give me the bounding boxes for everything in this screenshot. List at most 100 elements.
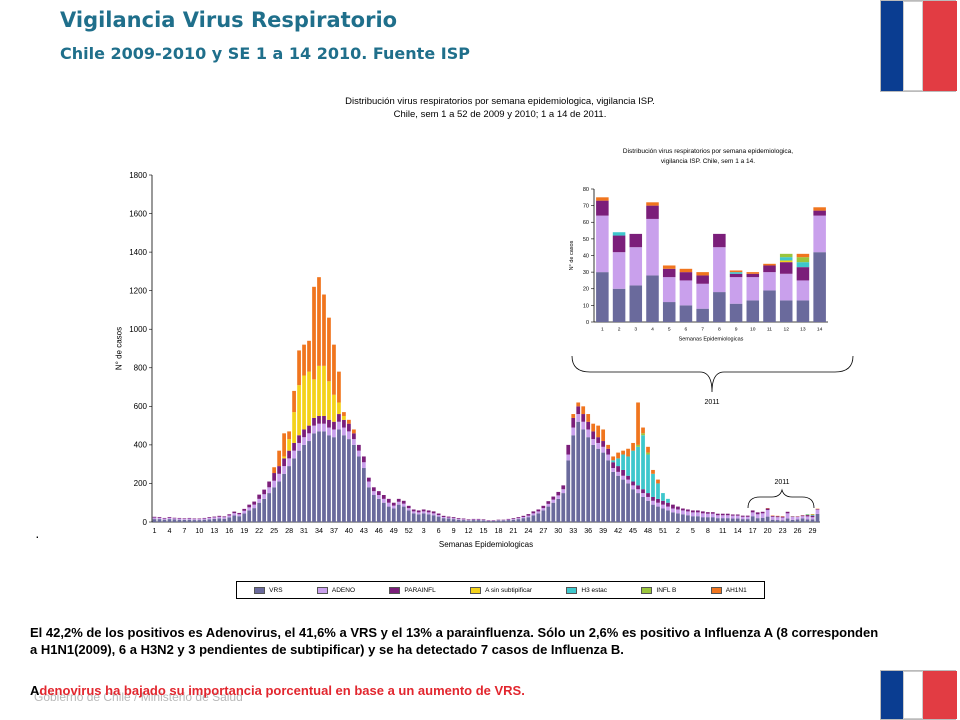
chart1-bar-11-adeno (779, 273, 793, 301)
chart1-xtick-label-3: 4 (651, 327, 654, 333)
chart0-bar-59-parainfl (446, 516, 451, 518)
chart0-bar-43-adeno (366, 481, 371, 488)
chart0-xtick-label-57: 6 (437, 526, 441, 535)
chart0-bar-57-parainfl (436, 513, 441, 516)
chart0-bar-49-adeno (396, 501, 401, 505)
chart0-bar-86-adeno (581, 421, 586, 430)
chart1-bar-3-ah1n1 (646, 202, 659, 206)
chart0-xtick-label-108: 5 (691, 526, 695, 535)
chart0-bar-53-parainfl (416, 510, 421, 513)
legend-label-parainfl: PARAINFL (404, 586, 436, 594)
chart0-bar-45-adeno (376, 495, 381, 499)
chart0-bar-100-adeno (651, 500, 655, 505)
chart0-bar-22-parainfl (262, 489, 267, 495)
chart0-bar-31-asin (307, 371, 311, 426)
chart0-bar-94-parainfl (621, 469, 625, 476)
chart0-bar-36-vrs (332, 437, 336, 522)
chart0-bar-10-parainfl (202, 517, 207, 519)
chart0-bar-3-vrs (167, 519, 172, 522)
chart1-bar-8-h3 (729, 272, 743, 274)
chart0-bar-23-vrs (267, 493, 272, 522)
chart0-bar-103-vrs (666, 510, 670, 522)
chart0-xtick-label-132: 29 (809, 526, 817, 535)
chart0-bar-4-parainfl (172, 517, 177, 519)
chart0-bar-118-parainfl (740, 515, 745, 517)
chart0-bar-127-adeno (785, 513, 790, 519)
chart0-bar-49-parainfl (396, 498, 401, 502)
chart0-bar-78-parainfl (541, 505, 546, 509)
chart0-bar-8-adeno (192, 519, 197, 521)
chart1-bar-12-inflb (796, 257, 810, 263)
chart0-xtick-label-63: 12 (465, 526, 473, 535)
chart0-xtick-label-3: 4 (167, 526, 171, 535)
chart1-bar-12-parainfl (796, 267, 810, 281)
chart0-bar-36-adeno (332, 429, 336, 438)
chart0-bar-117-parainfl (735, 514, 740, 516)
chart0-bar-18-vrs (242, 513, 247, 522)
chart0-bar-106-vrs (681, 514, 685, 522)
chart0-bar-65-vrs (476, 520, 481, 522)
footer-text: Gobierno de Chile / Ministerio de Salud (34, 690, 243, 704)
chart0-bar-56-adeno (431, 513, 436, 516)
chart0-bar-30-vrs (302, 444, 306, 522)
chart0-bar-92-vrs (611, 471, 615, 522)
chart0-bar-76-parainfl (531, 511, 536, 514)
chart0-bar-32-adeno (312, 425, 316, 434)
chart0-bar-76-vrs (531, 515, 536, 522)
chart0-bar-99-adeno (646, 496, 650, 501)
chart0-bar-104-vrs (671, 512, 675, 522)
chart0-bar-37-asin (337, 402, 341, 415)
chart0-bar-46-adeno (381, 498, 386, 503)
chart0-bar-83-adeno (566, 454, 571, 461)
chart0-bar-30-ah1n1 (302, 344, 306, 376)
chart0-xtick-label-39: 40 (345, 526, 353, 535)
chart0-xtick-label-126: 23 (779, 526, 787, 535)
chart0-bar-87-vrs (586, 437, 591, 522)
chart0-bar-91-vrs (606, 460, 611, 522)
chart0-bar-19-parainfl (247, 504, 252, 508)
chart0-bar-119-vrs (745, 519, 750, 522)
chart0-bar-91-adeno (606, 454, 611, 461)
chart0-bar-120-parainfl (750, 510, 755, 513)
chart0-bar-98-ah1n1 (641, 427, 645, 434)
chart0-bar-96-h3 (631, 450, 635, 482)
chart1-bar-12-ah1n1 (796, 253, 810, 258)
annotation-2011-main: 2011 (774, 479, 789, 486)
chart0-bar-99-inflb (646, 452, 650, 455)
chart1-ytick-label-8: 80 (583, 187, 589, 193)
chart0-bar-24-ah1n1 (272, 467, 277, 474)
chart0-bar-24-adeno (272, 480, 277, 488)
chart0-bar-46-parainfl (381, 495, 386, 499)
legend-item-vrs: VRS (254, 586, 283, 594)
chart0-bar-92-h3 (611, 460, 615, 463)
chart1-bar-8-adeno (729, 277, 743, 304)
legend-label-h3: H3 estac (581, 586, 608, 594)
chart0-bar-113-vrs (715, 518, 720, 522)
chart0-bar-72-adeno (511, 518, 516, 520)
chart0-bar-85-ah1n1 (576, 402, 581, 407)
chart0-bar-27-ah1n1 (287, 431, 291, 440)
chart1-xtick-label-4: 5 (668, 327, 671, 333)
chart0-bar-98-parainfl (641, 489, 645, 494)
chart0-bar-88-parainfl (591, 431, 596, 440)
chart0-xtick-label-48: 49 (390, 526, 398, 535)
chart0-bar-48-adeno (391, 505, 396, 509)
chart0-bar-100-ah1n1 (651, 469, 655, 474)
chart0-xtick-label-87: 36 (584, 526, 592, 535)
chart1-bar-9-vrs (746, 300, 760, 322)
chart0-bar-27-vrs (287, 466, 291, 522)
chart0-bar-99-ah1n1 (646, 446, 650, 453)
chart0-bar-80-vrs (551, 502, 556, 522)
chart0-bar-0-adeno (152, 517, 157, 520)
chart0-bar-95-parainfl (626, 475, 630, 480)
chart0-bar-1-vrs (157, 519, 162, 522)
chart0-bar-31-vrs (307, 441, 311, 522)
chart0-bar-19-adeno (247, 507, 252, 511)
chart1-xtick-label-8: 9 (735, 327, 738, 333)
chart0-bar-133-adeno (815, 509, 820, 514)
chart0-bar-9-parainfl (197, 518, 202, 520)
chart0-bar-80-adeno (551, 499, 556, 503)
chart0-bar-28-asin (292, 412, 296, 443)
chart0-bar-26-adeno (282, 466, 286, 474)
chart0-bar-22-adeno (262, 494, 267, 499)
